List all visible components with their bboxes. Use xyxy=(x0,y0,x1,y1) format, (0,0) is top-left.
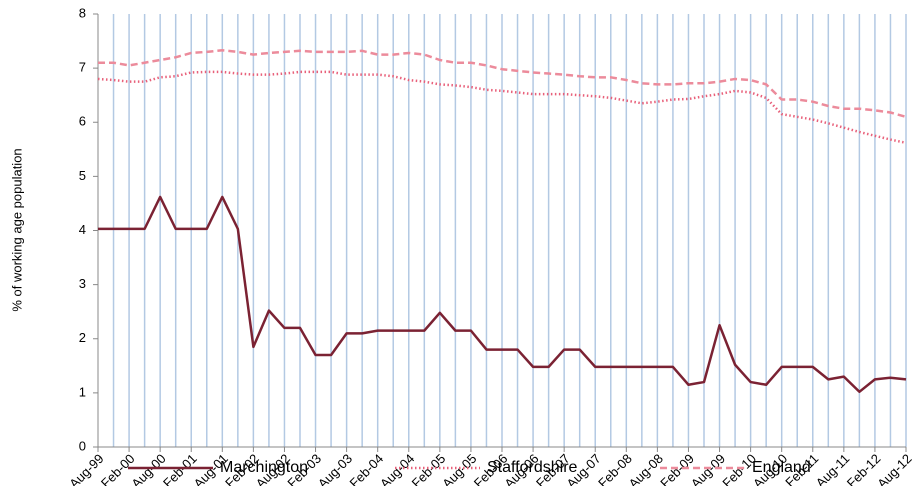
y-tick-label: 2 xyxy=(79,330,86,345)
y-tick-label: 6 xyxy=(79,114,86,129)
legend-label: England xyxy=(752,459,811,476)
y-axis-label: % of working age population xyxy=(9,148,24,311)
y-tick-label: 3 xyxy=(79,276,86,291)
y-tick-label: 4 xyxy=(79,222,86,237)
legend-label: Marchington xyxy=(220,459,308,476)
y-tick-label: 8 xyxy=(79,5,86,20)
line-series xyxy=(97,70,907,145)
line-series xyxy=(98,49,907,119)
line-series xyxy=(98,195,907,394)
y-tick-label: 7 xyxy=(79,60,86,75)
y-tick-label: 5 xyxy=(79,168,86,183)
x-tick-label: Aug-12 xyxy=(874,451,914,486)
legend-label: Staffordshire xyxy=(487,459,578,476)
y-tick-label: 1 xyxy=(79,384,86,399)
y-tick-label: 0 xyxy=(79,438,86,453)
